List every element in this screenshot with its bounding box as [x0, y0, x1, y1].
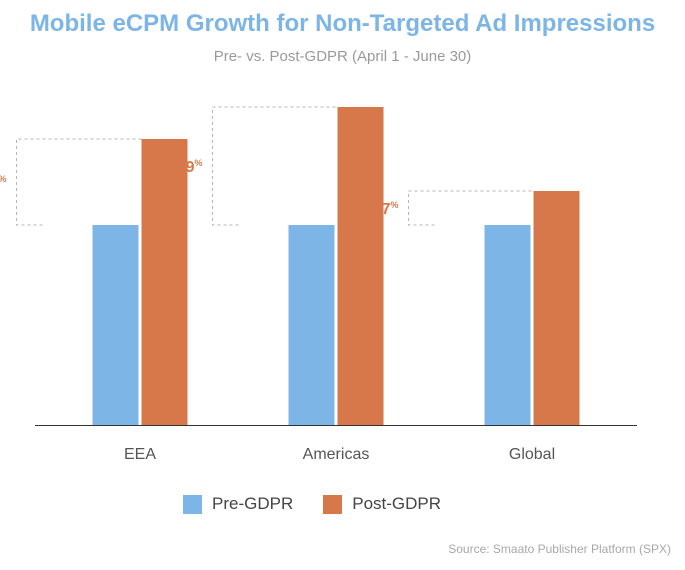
bar-pre-gdpr-eea [92, 225, 139, 425]
bar-pre-gdpr-global [484, 225, 531, 425]
bar-pre-gdpr-americas [288, 225, 335, 425]
legend: Pre-GDPR Post-GDPR [183, 494, 471, 514]
growth-bracket-americas [212, 106, 338, 226]
category-label-global: Global [509, 446, 555, 463]
growth-label-global: +17% [363, 200, 398, 218]
legend-swatch-post-gdpr [323, 494, 343, 514]
legend-item-pre-gdpr: Pre-GDPR [183, 494, 293, 514]
source-note: Source: Smaato Publisher Platform (SPX) [448, 542, 671, 556]
category-label-americas: Americas [303, 446, 370, 463]
legend-label-pre-gdpr: Pre-GDPR [212, 494, 294, 513]
growth-bracket-global [408, 190, 534, 226]
growth-label-eea: +43% [0, 174, 7, 192]
growth-bracket-eea [16, 138, 142, 226]
legend-swatch-pre-gdpr [183, 494, 202, 514]
bar-post-gdpr-eea [141, 139, 188, 425]
bar-post-gdpr-americas [337, 107, 384, 425]
legend-label-post-gdpr: Post-GDPR [352, 494, 442, 513]
bar-post-gdpr-global [533, 191, 580, 425]
legend-item-post-gdpr: Post-GDPR [323, 494, 441, 514]
chart-title: Mobile eCPM Growth for Non-Targeted Ad I… [29, 10, 656, 37]
growth-label-americas: +59% [167, 158, 202, 176]
chart-subtitle: Pre- vs. Post-GDPR (April 1 - June 30) [213, 48, 472, 65]
category-label-eea: EEA [124, 446, 156, 463]
